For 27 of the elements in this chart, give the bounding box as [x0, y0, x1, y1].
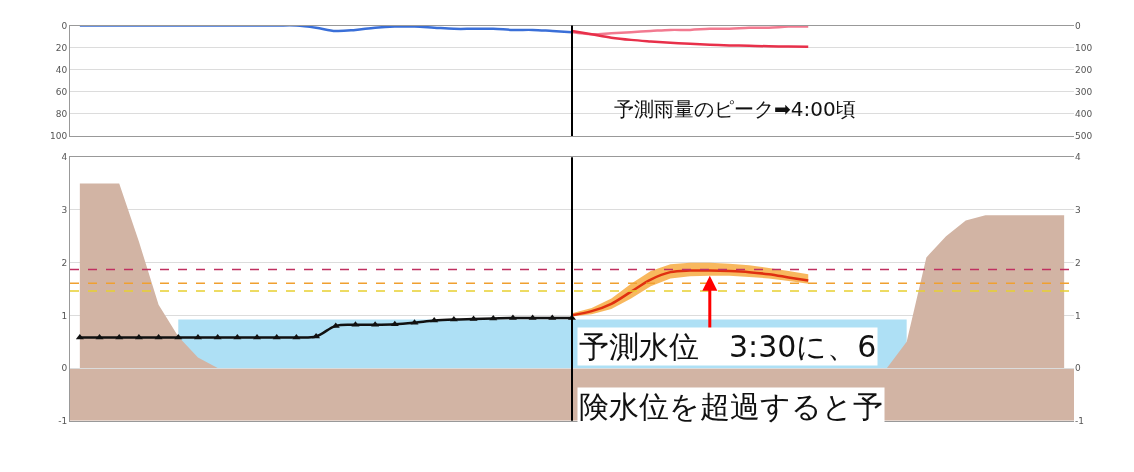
y2-tick-label: 200 [1075, 64, 1093, 75]
y-tick-label: 4 [61, 152, 68, 163]
annotation: 予測雨量のピーク➡4:00頃 [614, 97, 856, 121]
y2-tick-label: 2 [1075, 257, 1081, 268]
y2-tick-label: 0 [1075, 363, 1081, 374]
y-tick-label: 2 [61, 257, 68, 268]
y-tick-label: 3 [61, 205, 68, 216]
y-tick-label: 80 [55, 109, 68, 120]
annotation: 予測水位 3:30に、6 [579, 329, 877, 364]
y2-tick-label: 1 [1075, 310, 1081, 321]
y-tick-label: 60 [55, 86, 68, 97]
y-tick-label: 0 [61, 363, 68, 374]
y2-tick-label: 400 [1075, 109, 1093, 120]
y-tick-label: 20 [55, 42, 68, 53]
y-tick-label: 0 [61, 20, 68, 31]
y2-tick-label: 3 [1075, 205, 1081, 216]
y2-tick-label: 300 [1075, 86, 1093, 97]
y2-tick-label: 4 [1075, 152, 1081, 163]
y2-tick-label: -1 [1075, 415, 1084, 426]
annotation: 険水位を超過すると予 [579, 389, 883, 424]
y-tick-label: 40 [55, 64, 68, 75]
y2-tick-label: 0 [1075, 20, 1081, 31]
y-tick-label: -1 [58, 415, 68, 426]
y-tick-label: 100 [50, 131, 68, 142]
y-tick-label: 1 [61, 310, 68, 321]
y2-tick-label: 500 [1075, 131, 1093, 142]
y2-tick-label: 100 [1075, 42, 1093, 53]
